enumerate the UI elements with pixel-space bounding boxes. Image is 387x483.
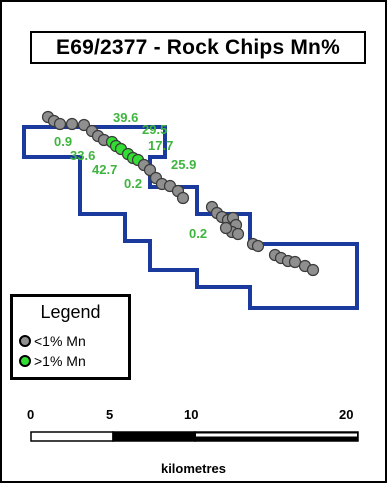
rock-chip-samples <box>41 110 320 277</box>
tenement-boundary <box>22 125 359 310</box>
sample-point-low <box>288 255 302 269</box>
sample-point-low <box>77 118 91 132</box>
value-label: 42.7 <box>92 162 118 177</box>
sample-point-low <box>219 221 233 235</box>
value-label: 0.2 <box>189 226 208 241</box>
value-label: 25.9 <box>171 157 197 172</box>
value-label: 17.7 <box>148 138 174 153</box>
legend-item-label: >1% Mn <box>34 353 86 369</box>
scale-segment-5-10 <box>112 431 196 442</box>
scale-bar <box>30 431 359 442</box>
sample-point-low <box>53 117 67 131</box>
sample-point-low <box>231 227 245 241</box>
scale-tick-0: 0 <box>27 407 35 422</box>
scale-tick-20: 20 <box>339 407 354 422</box>
legend-title: Legend <box>40 302 101 322</box>
legend-item-label: <1% Mn <box>34 333 86 349</box>
sample-point-low <box>251 239 265 253</box>
scale-segment-highlight <box>196 433 357 437</box>
scale-unit: kilometres <box>160 461 227 476</box>
value-label: 0.2 <box>124 176 143 191</box>
legend-item-low: <1% Mn <box>19 333 86 349</box>
sample-point-low <box>65 117 79 131</box>
value-label: 39.6 <box>113 110 139 125</box>
sample-point-low <box>306 263 320 277</box>
value-label: 29.5 <box>142 122 168 137</box>
map-title: E69/2377 - Rock Chips Mn% <box>30 31 366 64</box>
sample-point-low <box>176 191 190 205</box>
legend-item-high: >1% Mn <box>19 353 86 369</box>
sample-point-low <box>143 163 157 177</box>
legend: Legend <1% Mn >1% Mn <box>10 294 131 380</box>
value-label: 33.6 <box>70 148 96 163</box>
scale-tick-5: 5 <box>106 407 114 422</box>
value-label: 0.9 <box>54 134 73 149</box>
scale-segment-0-5 <box>30 431 114 442</box>
grey-circle-icon <box>19 335 31 347</box>
scale-tick-10: 10 <box>184 407 199 422</box>
green-circle-icon <box>19 355 31 367</box>
